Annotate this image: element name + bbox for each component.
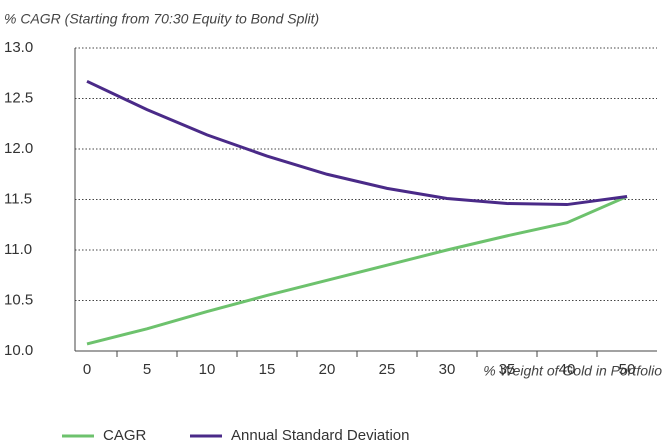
legend-label: CAGR — [103, 427, 147, 444]
x-axis-label: % Weight of Gold in Portfolio — [483, 363, 662, 379]
y-tick-label: 10.0 — [4, 342, 33, 359]
y-tick-label: 11.0 — [4, 241, 32, 258]
x-tick-label: 15 — [259, 361, 276, 378]
x-tick-label: 25 — [379, 361, 396, 378]
x-tick-label: 50 — [619, 361, 636, 378]
y-tick-label: 13.0 — [4, 39, 33, 56]
series-line — [86, 195, 628, 346]
chart-title: % CAGR (Starting from 70:30 Equity to Bo… — [4, 11, 319, 27]
y-tick-label: 11.5 — [4, 190, 32, 207]
x-tick-label: 35 — [499, 361, 516, 378]
y-tick-label: 10.5 — [4, 291, 33, 308]
x-tick-label: 20 — [319, 361, 336, 378]
y-tick-label: 12.0 — [4, 140, 33, 157]
y-tick-label: 12.5 — [4, 89, 33, 106]
series-line — [86, 79, 628, 207]
x-tick-label: 5 — [143, 361, 151, 378]
x-tick-label: 40 — [559, 361, 576, 378]
legend-label: Annual Standard Deviation — [231, 427, 409, 444]
x-tick-label: 30 — [439, 361, 456, 378]
x-tick-label: 10 — [199, 361, 216, 378]
x-tick-label: 0 — [83, 361, 91, 378]
